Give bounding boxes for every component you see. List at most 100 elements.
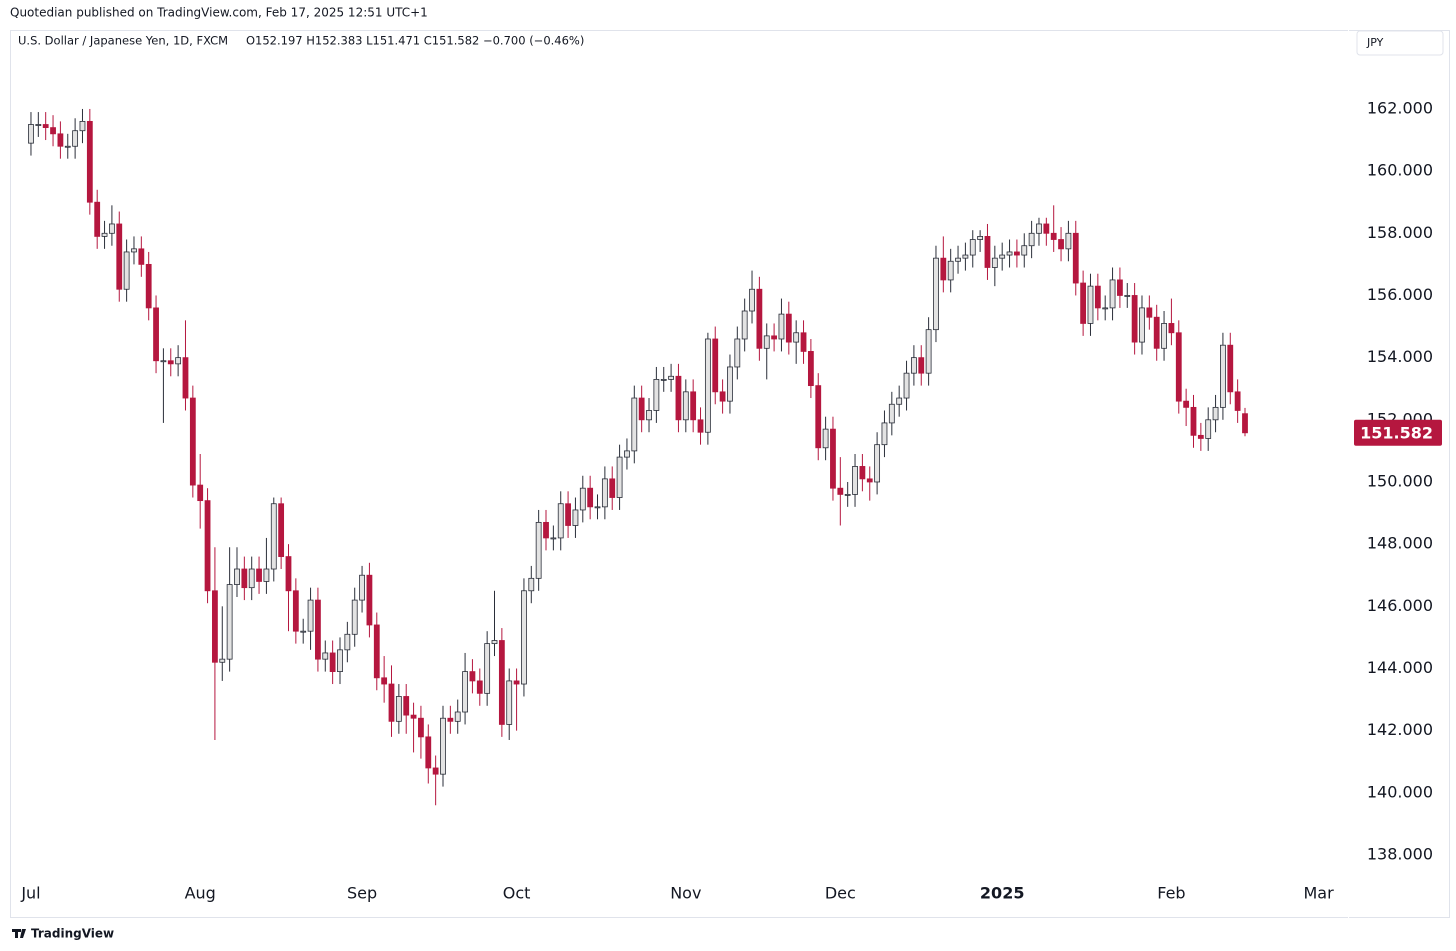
- candle-body: [212, 590, 218, 663]
- candle-body: [1094, 285, 1101, 309]
- y-tick-label: 162.000: [1367, 98, 1433, 117]
- candle-body: [131, 248, 137, 253]
- x-tick-label: Oct: [503, 884, 531, 903]
- currency[interactable]: JPY: [1366, 36, 1384, 49]
- candle-body: [1220, 344, 1226, 408]
- candle-body: [469, 671, 476, 682]
- candle-body: [727, 366, 733, 402]
- candle-body: [601, 478, 608, 508]
- candle-body: [440, 717, 446, 775]
- x-tick-label: Feb: [1157, 884, 1185, 903]
- y-tick-label: 138.000: [1367, 844, 1433, 863]
- candle-body: [197, 484, 204, 502]
- candle-body: [962, 254, 969, 259]
- candle-body: [138, 248, 145, 265]
- candle-body: [1087, 285, 1094, 324]
- candle-body: [226, 584, 233, 660]
- candle-body: [1139, 307, 1145, 343]
- candle-body: [918, 357, 925, 374]
- y-tick-label: 150.000: [1367, 471, 1433, 490]
- candle-body: [616, 456, 623, 498]
- candle-body: [344, 633, 351, 651]
- candle-body: [476, 680, 483, 694]
- candle-body: [388, 683, 395, 722]
- candle-body: [977, 236, 984, 240]
- candle-body: [278, 503, 285, 557]
- candle-body: [491, 640, 498, 645]
- candle-body: [1043, 223, 1050, 234]
- candle-body: [1190, 406, 1197, 436]
- candle-body: [609, 478, 616, 498]
- y-tick-label: 154.000: [1367, 347, 1433, 366]
- candle-body: [1080, 282, 1087, 324]
- candle-body: [815, 385, 822, 449]
- candle-body: [888, 403, 895, 424]
- candle-body: [498, 640, 505, 725]
- candle-body: [57, 133, 64, 147]
- candle-body: [145, 263, 152, 309]
- candle-body: [675, 375, 682, 421]
- candle-body: [881, 422, 888, 446]
- candle-body: [1021, 245, 1028, 256]
- x-tick-label: Dec: [825, 884, 856, 903]
- candle-body: [940, 257, 947, 281]
- candle-body: [896, 397, 903, 405]
- candle-body: [594, 506, 601, 509]
- candle-body: [425, 736, 432, 769]
- candle-body: [79, 120, 86, 132]
- candle-body: [1183, 400, 1190, 408]
- candle-body: [241, 568, 248, 589]
- candle-body: [999, 254, 1006, 259]
- candle-body: [219, 658, 226, 663]
- candle-body: [653, 378, 660, 411]
- candle-body: [204, 500, 211, 592]
- candle-body: [771, 335, 777, 340]
- candle-body: [1006, 251, 1013, 256]
- candle-body: [807, 351, 814, 387]
- y-tick-label: 146.000: [1367, 596, 1433, 615]
- candle-body: [182, 357, 189, 399]
- candle-body: [903, 372, 910, 399]
- candle-body: [403, 696, 410, 716]
- candle-body: [521, 590, 527, 685]
- candle-body: [101, 232, 108, 237]
- y-tick-label: 156.000: [1367, 285, 1433, 304]
- x-tick-label: Nov: [670, 884, 701, 903]
- last-price-box: [1354, 419, 1442, 446]
- candle-body: [1197, 434, 1204, 439]
- y-tick-label: 148.000: [1367, 534, 1433, 553]
- publisher: Quotedian published on TradingView.com, …: [10, 6, 428, 20]
- currency-box[interactable]: [1356, 30, 1444, 56]
- candle-body: [1072, 232, 1079, 284]
- candle-body: [646, 410, 652, 421]
- candle-body: [337, 649, 343, 672]
- candle-body: [991, 257, 998, 268]
- candle-body: [910, 357, 917, 374]
- candle-body: [263, 568, 270, 582]
- candle-body: [1014, 251, 1020, 256]
- candle-body: [1131, 295, 1138, 343]
- candle-body: [852, 466, 858, 495]
- candle-body: [50, 127, 56, 135]
- y-tick-label: 140.000: [1367, 782, 1433, 801]
- candle-body: [528, 577, 535, 592]
- brand: TradingView: [31, 927, 114, 941]
- candle-body: [1146, 307, 1153, 318]
- x-tick-label: Sep: [347, 884, 377, 903]
- candle-body: [535, 521, 542, 579]
- x-tick-label: Aug: [185, 884, 216, 903]
- x-tick-label: 2025: [980, 884, 1025, 903]
- candle-body: [1028, 232, 1035, 247]
- candle-body: [189, 397, 196, 486]
- candle-body: [116, 223, 123, 290]
- candle-body: [86, 120, 93, 203]
- candle-body: [572, 509, 579, 526]
- candle-body: [315, 599, 321, 660]
- candle-body: [1124, 295, 1131, 297]
- candle-body: [410, 714, 417, 719]
- candle-body: [1117, 279, 1123, 296]
- candle-body: [741, 310, 748, 340]
- candle-body: [373, 624, 380, 679]
- x-tick-label: Mar: [1303, 884, 1334, 903]
